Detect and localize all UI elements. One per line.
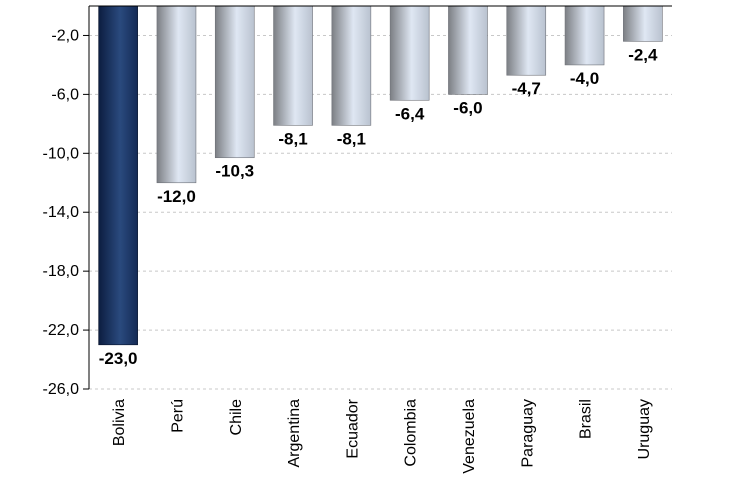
- y-tick-label: -6,0: [51, 86, 79, 103]
- bar-ecuador: [331, 5, 372, 126]
- y-tick-label: -14,0: [43, 204, 80, 221]
- bar-brasil: [564, 5, 605, 66]
- data-label: -10,3: [215, 162, 254, 181]
- bar-uruguay: [623, 5, 663, 42]
- category-label: Uruguay: [636, 399, 653, 459]
- category-label: Brasil: [578, 399, 595, 439]
- bar-bolivia: [98, 5, 138, 346]
- data-label: -2,4: [628, 45, 658, 64]
- y-tick-label: -2,0: [51, 27, 79, 44]
- category-label: Perú: [169, 399, 186, 433]
- bar-venezuela: [448, 5, 488, 95]
- bar-paraguay: [506, 5, 547, 76]
- bar-perú: [156, 5, 197, 184]
- data-label: -23,0: [99, 349, 138, 368]
- data-label: -6,4: [395, 104, 425, 123]
- data-labels: -23,0 -12,0 -10,3 -8,1 -8,1 -6,4 -6,0 -4,7 -4,0 -…: [99, 45, 658, 367]
- data-label: -4,0: [570, 69, 599, 88]
- data-label: -8,1: [337, 129, 366, 148]
- bar-argentina: [273, 5, 313, 126]
- y-tick-label: -26,0: [43, 381, 80, 398]
- bar-chile: [214, 5, 255, 159]
- y-tick-label: -10,0: [43, 145, 80, 162]
- category-label: Ecuador: [344, 398, 361, 458]
- y-tick-labels: -2,0 -6,0 -10,0 -14,0 -18,0 -22,0 -26,0: [43, 27, 80, 398]
- category-label: Bolivia: [111, 399, 128, 446]
- y-tick-label: -22,0: [43, 322, 80, 339]
- category-label: Argentina: [286, 399, 303, 468]
- data-label: -4,7: [512, 79, 541, 98]
- category-labels: Bolivia Perú Chile Argentina Ecuador Colombia…: [111, 398, 653, 473]
- category-label: Chile: [228, 399, 245, 436]
- data-label: -12,0: [157, 187, 196, 206]
- category-label: Venezuela: [461, 399, 478, 474]
- category-label: Paraguay: [519, 399, 536, 468]
- y-tick-label: -18,0: [43, 263, 80, 280]
- data-label: -8,1: [278, 129, 307, 148]
- bars: [98, 5, 663, 346]
- category-label: Colombia: [403, 399, 420, 467]
- axes: [83, 5, 672, 390]
- data-label: -6,0: [453, 98, 482, 117]
- bar-colombia: [389, 5, 430, 101]
